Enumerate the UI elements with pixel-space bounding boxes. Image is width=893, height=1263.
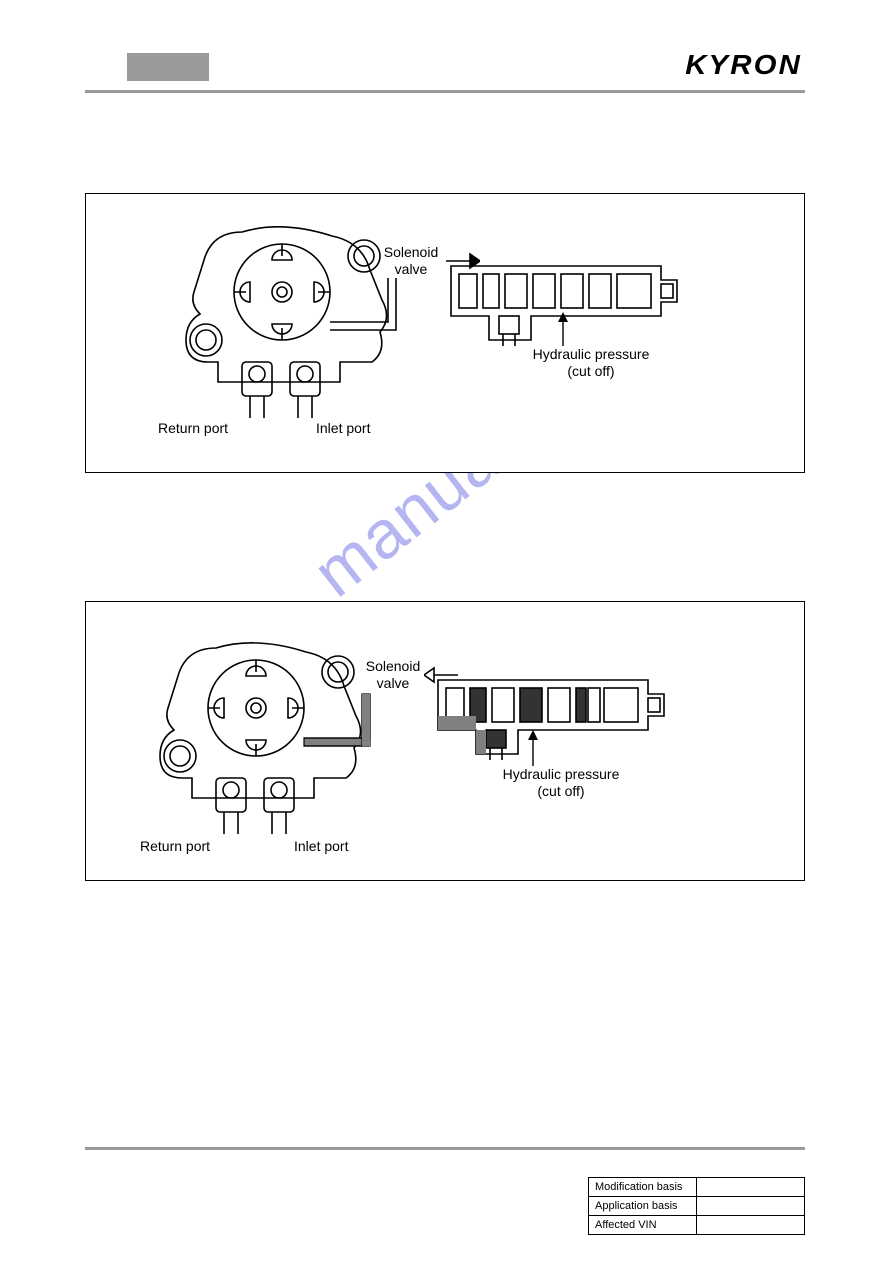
footer-value bbox=[697, 1178, 805, 1197]
label-solenoid-valve-2: Solenoid valve bbox=[358, 658, 428, 692]
table-row: Application basis bbox=[589, 1197, 805, 1216]
label-return-port-1: Return port bbox=[158, 420, 228, 437]
footer-rule bbox=[85, 1147, 805, 1150]
page-header: KYRON bbox=[85, 45, 805, 93]
diagram-1: Solenoid valve Hydraulic pressure (cut o… bbox=[85, 193, 805, 473]
label-hydraulic-1: Hydraulic pressure (cut off) bbox=[516, 346, 666, 380]
pump-body-drawing-2 bbox=[146, 638, 376, 868]
label-inlet-port-1: Inlet port bbox=[316, 420, 370, 437]
arrow-hydraulic-2 bbox=[526, 730, 540, 766]
label-hydraulic-2: Hydraulic pressure (cut off) bbox=[486, 766, 636, 800]
footer-label: Application basis bbox=[589, 1197, 697, 1216]
arrow-solenoid-2 bbox=[424, 664, 460, 686]
header-tab bbox=[127, 53, 209, 81]
footer-table: Modification basis Application basis Aff… bbox=[588, 1177, 805, 1235]
label-inlet-port-2: Inlet port bbox=[294, 838, 348, 855]
table-row: Modification basis bbox=[589, 1178, 805, 1197]
arrow-solenoid-1 bbox=[444, 250, 480, 272]
page-container: KYRON manualshive.com bbox=[85, 45, 805, 1220]
footer-value bbox=[697, 1197, 805, 1216]
arrow-hydraulic-1 bbox=[556, 312, 570, 346]
diagram-2: Solenoid valve Hydraulic pressure (cut o… bbox=[85, 601, 805, 881]
table-row: Affected VIN bbox=[589, 1216, 805, 1235]
footer-value bbox=[697, 1216, 805, 1235]
label-solenoid-valve-1: Solenoid valve bbox=[376, 244, 446, 278]
label-return-port-2: Return port bbox=[140, 838, 210, 855]
footer-label: Affected VIN bbox=[589, 1216, 697, 1235]
footer-label: Modification basis bbox=[589, 1178, 697, 1197]
solenoid-valve-drawing-2 bbox=[428, 660, 678, 770]
brand-logo: KYRON bbox=[685, 49, 802, 81]
pump-body-drawing bbox=[172, 222, 402, 452]
